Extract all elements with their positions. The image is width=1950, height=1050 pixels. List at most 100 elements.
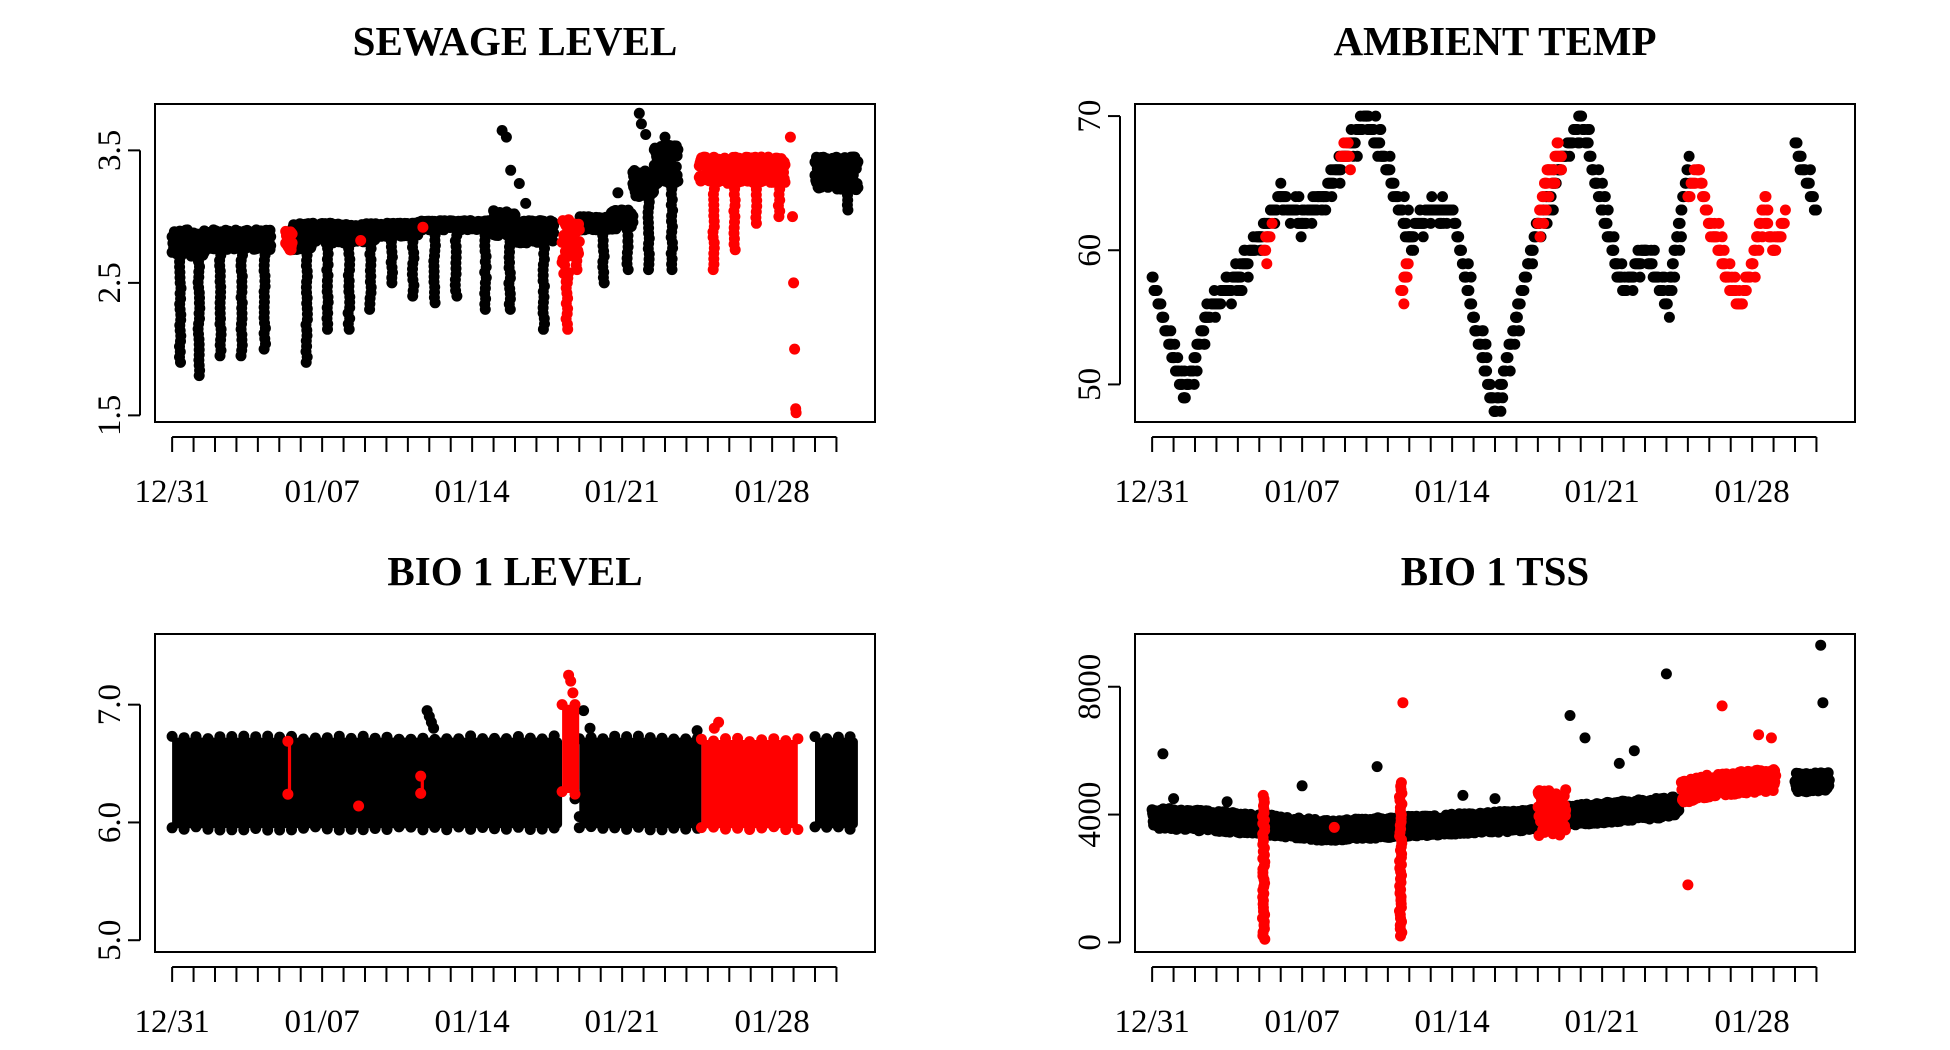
data-point (214, 731, 226, 743)
data-point (1466, 298, 1478, 310)
data-point (175, 356, 186, 368)
data-point (672, 144, 684, 156)
data-point (832, 821, 844, 833)
data-point (1702, 204, 1713, 216)
data-point (1778, 217, 1790, 229)
data-point (635, 118, 647, 130)
data-point (1663, 311, 1675, 323)
x-tick-label: 01/28 (1715, 474, 1790, 510)
data-point (1326, 191, 1338, 203)
data-point (1260, 244, 1272, 256)
data-point (441, 733, 453, 745)
data-point (353, 800, 365, 812)
data-point (429, 297, 441, 309)
data-point (1518, 285, 1530, 296)
data-point (548, 227, 560, 239)
data-point (729, 244, 741, 256)
data-point (1264, 231, 1276, 243)
data-point (844, 731, 856, 743)
data-point (1775, 231, 1787, 243)
data-point (1675, 231, 1687, 243)
data-band (815, 737, 858, 829)
data-point (369, 732, 381, 744)
data-point (1791, 137, 1803, 149)
data-point (524, 732, 536, 744)
data-point (1762, 217, 1774, 229)
data-point (556, 786, 568, 798)
data-point (547, 235, 559, 247)
x-tick-label: 01/21 (585, 1004, 660, 1040)
data-point (821, 821, 833, 833)
data-point (756, 822, 768, 834)
data-point (643, 264, 654, 276)
x-tick-label: 01/07 (285, 1004, 360, 1040)
data-point (1190, 352, 1202, 364)
data-point (708, 821, 719, 833)
x-tick-label: 01/14 (1415, 474, 1490, 510)
data-point (321, 732, 333, 744)
data-point (1747, 258, 1759, 270)
data-point (405, 821, 417, 833)
data-point (1402, 258, 1414, 270)
data-point (415, 787, 427, 799)
data-point (1585, 150, 1597, 162)
data-point (695, 822, 707, 834)
data-point (386, 277, 398, 289)
data-point (632, 730, 644, 742)
x-axis: 12/31 01/07 01/14 01/21 01/28 (1115, 436, 1818, 510)
data-point (1465, 271, 1477, 283)
data-point (1804, 164, 1816, 176)
data-point (1779, 204, 1791, 216)
data-point (1151, 285, 1163, 296)
data-band (701, 740, 798, 829)
data-point (214, 824, 226, 836)
data-point (1646, 258, 1658, 270)
data-point (500, 131, 512, 143)
data-point (537, 323, 549, 335)
data-point (1514, 325, 1525, 337)
data-point (1242, 271, 1254, 283)
data-point (190, 731, 202, 743)
data-point (659, 131, 671, 143)
data-point (202, 733, 214, 745)
data-point (1810, 204, 1822, 216)
data-point (1593, 164, 1605, 176)
data-point (1596, 177, 1608, 189)
data-point (1242, 258, 1254, 270)
data-point (333, 730, 345, 742)
data-point (238, 730, 250, 742)
data-point (536, 733, 548, 745)
data-point (364, 303, 376, 315)
data-point (1803, 177, 1815, 189)
data-point (1694, 164, 1705, 176)
data-point (479, 303, 491, 315)
data-point (732, 822, 744, 834)
data-point (1497, 378, 1508, 390)
panel-title: AMBIENT TEMP (1333, 18, 1656, 64)
data-point (1683, 150, 1695, 162)
data-point (238, 824, 250, 836)
data-point (453, 821, 465, 833)
data-point (1502, 352, 1514, 364)
data-point (1293, 191, 1305, 203)
data-point (621, 731, 633, 743)
data-point (768, 733, 780, 745)
data-point (451, 290, 463, 302)
data-point (1648, 244, 1660, 256)
data-point (569, 699, 581, 711)
data-point (250, 731, 262, 743)
data-point (489, 732, 500, 744)
data-point (680, 823, 692, 835)
data-point (477, 733, 489, 745)
data-point (1191, 365, 1203, 377)
data-point (357, 824, 369, 836)
data-point (235, 350, 247, 362)
x-tick-label: 12/31 (135, 1004, 210, 1040)
data-point (214, 350, 226, 362)
data-point (598, 277, 610, 289)
data-point (562, 323, 574, 335)
data-point (1509, 338, 1521, 350)
data-point (512, 731, 524, 742)
data-point (1147, 271, 1159, 283)
